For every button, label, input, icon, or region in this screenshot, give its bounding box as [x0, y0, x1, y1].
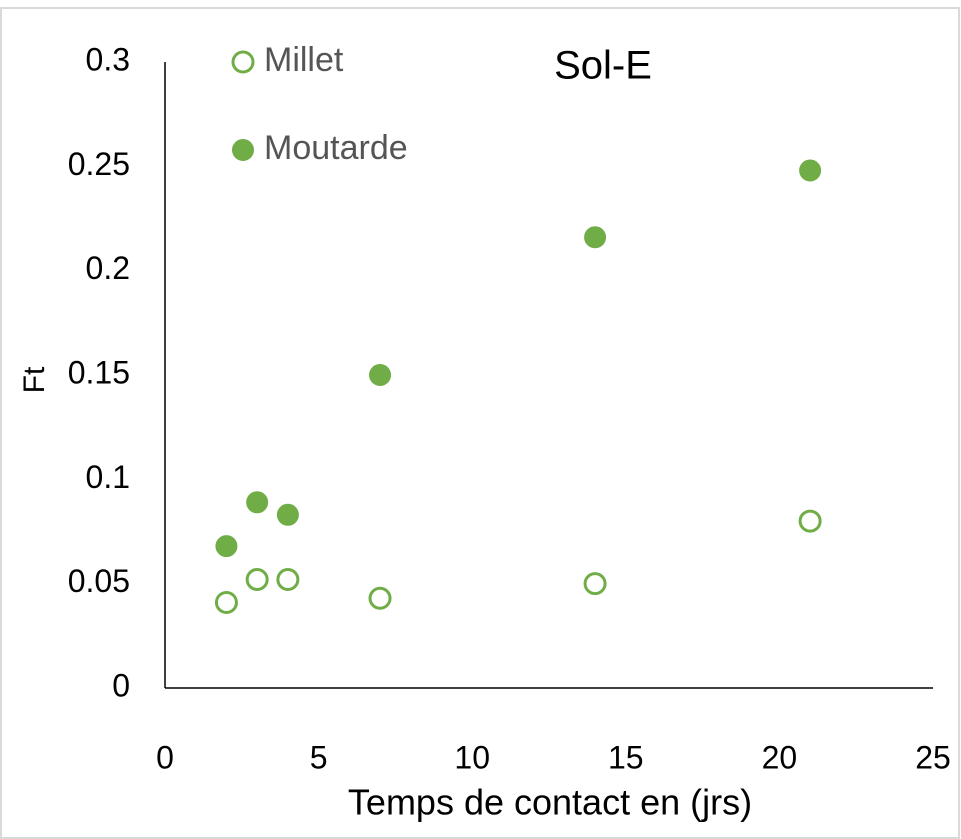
data-point: [215, 535, 238, 558]
y-tick-label: 0.1: [86, 459, 130, 495]
data-point: [368, 586, 392, 610]
data-point: [276, 567, 300, 591]
x-tick-label: 25: [915, 739, 951, 775]
data-point: [245, 567, 269, 591]
data-point: [246, 491, 269, 514]
x-tick-label: 20: [762, 739, 798, 775]
legend-label: Millet: [264, 41, 344, 79]
data-point: [799, 159, 822, 182]
y-axis-label: Ft: [18, 366, 51, 393]
data-point: [798, 509, 822, 533]
x-tick-label: 15: [608, 739, 644, 775]
y-tick-label: 0.2: [86, 250, 130, 286]
x-tick-label: 10: [454, 739, 490, 775]
x-axis-label: Temps de contact en (jrs): [348, 782, 752, 823]
legend-label: Moutarde: [264, 129, 408, 167]
y-tick-label: 0.15: [68, 354, 130, 390]
legend-marker: [232, 139, 254, 161]
data-point: [583, 572, 607, 596]
y-tick-label: 0.05: [68, 563, 130, 599]
frame: [0, 7, 960, 839]
legend-marker: [231, 50, 255, 74]
data-point: [214, 590, 238, 614]
x-tick-label: 5: [310, 739, 328, 775]
data-point: [369, 364, 392, 386]
x-tick-label: 0: [156, 739, 174, 775]
y-tick-label: 0.25: [68, 146, 130, 182]
data-point: [584, 226, 607, 249]
y-tick-label: 0: [112, 667, 130, 703]
y-tick-label: 0.3: [86, 41, 130, 77]
chart-title: Sol-E: [554, 44, 652, 88]
data-point: [276, 503, 299, 526]
